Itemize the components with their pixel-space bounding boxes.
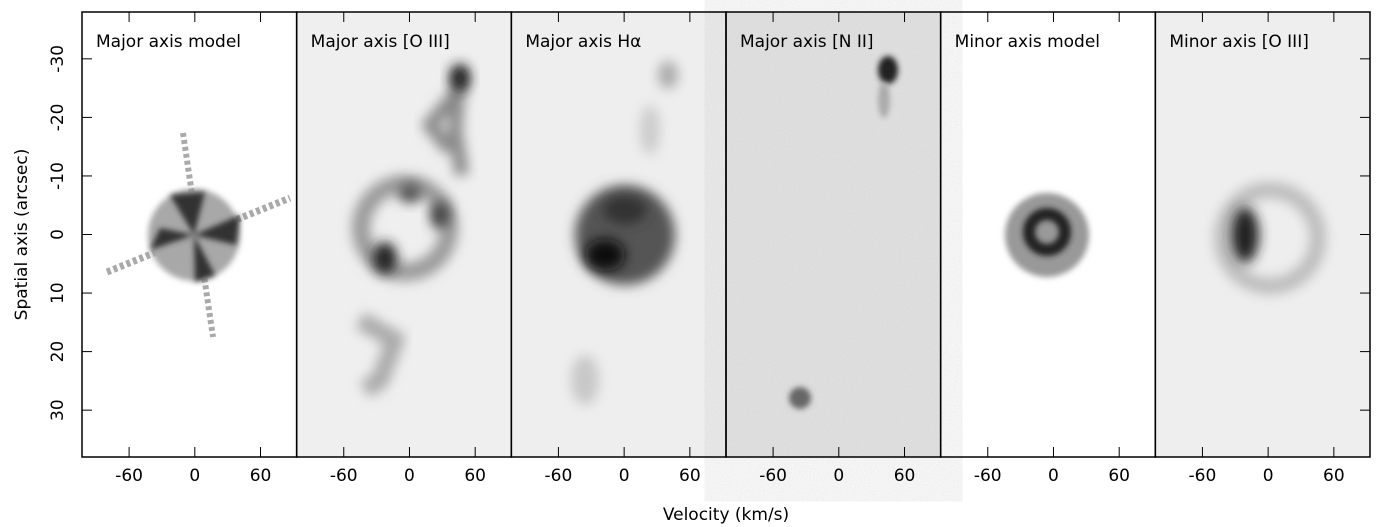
emission-knot xyxy=(373,242,397,274)
emission-jet xyxy=(355,312,407,398)
x-axis-title: Velocity (km/s) xyxy=(663,505,789,525)
x-tick-label: -60 xyxy=(330,466,358,486)
emission-knot xyxy=(398,183,422,203)
emission-jet xyxy=(640,105,660,155)
x-tick-label: -60 xyxy=(974,466,1002,486)
panel-title: Major axis model xyxy=(96,32,241,52)
model-wedges xyxy=(150,192,240,282)
x-tick-label: -60 xyxy=(1189,466,1217,486)
y-tick-label: 0 xyxy=(48,229,68,240)
model-ring xyxy=(1023,208,1071,256)
x-tick-label: -60 xyxy=(545,466,573,486)
x-tick-label: 0 xyxy=(1048,466,1059,486)
x-tick-label: 60 xyxy=(1323,466,1345,486)
emission-knot xyxy=(603,196,647,224)
x-tick-label: 0 xyxy=(833,466,844,486)
emission-ring xyxy=(1214,182,1326,294)
x-tick-label: 0 xyxy=(404,466,415,486)
axes: Major axis model -60 0 60 Major axis [O III]… xyxy=(12,11,1371,525)
model-disk xyxy=(1005,193,1089,277)
model-slit xyxy=(180,132,216,338)
x-tick-label: 60 xyxy=(894,466,916,486)
x-tick-label: 60 xyxy=(250,466,272,486)
emission-knot xyxy=(789,387,811,409)
noise-texture xyxy=(726,12,941,457)
y-tick-label: 30 xyxy=(48,399,68,421)
y-tick-label: -10 xyxy=(48,162,68,190)
y-tick-label: 20 xyxy=(48,341,68,363)
emission-knot xyxy=(1231,207,1259,263)
x-tick-label: -60 xyxy=(759,466,787,486)
y-axis-title: Spatial axis (arcsec) xyxy=(12,149,32,321)
x-tick-label: 60 xyxy=(1108,466,1130,486)
x-tick-label: 0 xyxy=(619,466,630,486)
emission-knot xyxy=(585,239,625,271)
x-tick-label: 60 xyxy=(679,466,701,486)
emission-jet xyxy=(571,355,599,405)
x-tick-label: 0 xyxy=(1263,466,1274,486)
panel-background xyxy=(296,12,512,457)
y-tick-label: -20 xyxy=(48,104,68,132)
y-tick-label: -30 xyxy=(48,45,68,73)
panel-background xyxy=(1155,12,1370,457)
emission-knot xyxy=(878,56,898,84)
emission-knot xyxy=(450,64,470,92)
emission-jet xyxy=(878,82,890,118)
panel-title: Minor axis model xyxy=(955,32,1100,52)
emission-knot xyxy=(430,201,450,229)
emission-knot xyxy=(658,61,678,89)
x-tick-label: -60 xyxy=(115,466,143,486)
y-tick-label: 10 xyxy=(48,282,68,304)
x-tick-label: 0 xyxy=(189,466,200,486)
panel-title: Major axis Hα xyxy=(525,32,641,52)
emission-images xyxy=(105,12,1326,457)
panel-title: Major axis [O III] xyxy=(311,32,450,52)
panel-title: Minor axis [O III] xyxy=(1169,32,1309,52)
x-tick-label: 60 xyxy=(464,466,486,486)
panel-title: Major axis [N II] xyxy=(740,32,873,52)
